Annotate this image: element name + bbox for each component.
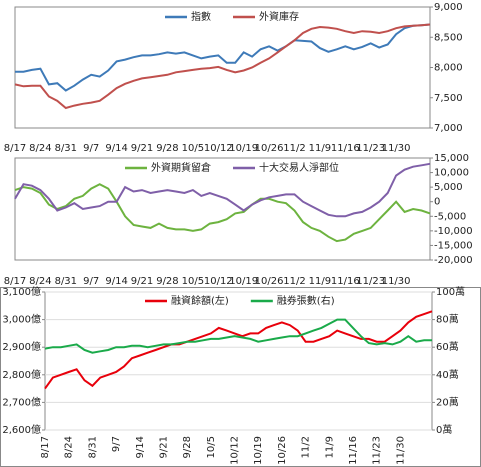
series-line xyxy=(14,23,431,110)
x-tick-label: 8/24 xyxy=(29,276,51,287)
y-tick-label: 5,000 xyxy=(434,182,463,193)
x-tick-label: 9/14 xyxy=(105,143,127,154)
y-tick-label: -15,000 xyxy=(434,240,473,251)
x-tick-label: 9/21 xyxy=(131,143,153,154)
x-tick-label: 9/21 xyxy=(158,436,169,458)
x-tick-label: 11/30 xyxy=(382,143,411,154)
x-tick-label: 8/31 xyxy=(55,143,77,154)
series-line xyxy=(44,310,433,390)
x-tick-label: 8/31 xyxy=(55,276,77,287)
x-tick-label: 10/5 xyxy=(182,276,204,287)
series-line xyxy=(14,183,431,243)
x-tick-label: 10/19 xyxy=(253,436,264,465)
x-tick-label: 8/24 xyxy=(29,143,51,154)
x-tick-label: 9/7 xyxy=(111,436,122,452)
x-tick-label: 10/26 xyxy=(255,143,284,154)
x-tick-label: 10/26 xyxy=(255,276,284,287)
y-tick-label: 40萬 xyxy=(436,368,459,381)
x-tick-label: 11/2 xyxy=(301,436,312,458)
y-tick-label: 100萬 xyxy=(436,285,465,298)
x-tick-label: 8/17 xyxy=(4,276,26,287)
x-tick-label: 11/9 xyxy=(324,436,335,458)
x-tick-label: 10/5 xyxy=(182,143,204,154)
x-tick-label: 11/16 xyxy=(348,436,359,465)
series-line xyxy=(14,162,431,218)
y-tick-label: 7,000 xyxy=(434,123,463,134)
series-line xyxy=(44,318,432,354)
x-tick-label: 9/7 xyxy=(83,143,99,154)
y-tick-label: 20萬 xyxy=(436,395,459,408)
x-tick-label: 10/12 xyxy=(230,436,241,465)
x-tick-label: 9/28 xyxy=(156,143,178,154)
x-tick-label: 11/2 xyxy=(283,276,305,287)
y-tick-label: 2,700億 xyxy=(2,395,41,408)
x-tick-label: 8/24 xyxy=(64,436,75,458)
y-tick-label: 15,000 xyxy=(434,153,469,164)
x-tick-label: 11/16 xyxy=(331,143,360,154)
y-tick-label: -5,000 xyxy=(434,211,466,222)
x-tick-label: 8/31 xyxy=(87,436,98,458)
x-tick-label: 11/9 xyxy=(309,143,331,154)
y-tick-label: 2,600億 xyxy=(2,423,41,436)
x-tick-label: 9/14 xyxy=(105,276,127,287)
y-tick-label: 10,000 xyxy=(434,168,469,179)
y-tick-label: 2,800億 xyxy=(2,368,41,381)
y-tick-label: 2,900億 xyxy=(2,340,41,353)
series-line xyxy=(15,23,431,92)
legend-label: 外資期貨留倉 xyxy=(151,161,211,174)
legend-label: 十大交易人淨部位 xyxy=(259,161,339,174)
legend-label: 外資庫存 xyxy=(259,10,299,23)
x-tick-label: 10/26 xyxy=(277,436,288,465)
x-tick-label: 11/30 xyxy=(395,436,406,465)
y-tick-label: 0萬 xyxy=(436,423,452,436)
y-tick-label: 80萬 xyxy=(436,313,459,326)
x-tick-label: 8/17 xyxy=(40,436,51,458)
x-tick-label: 9/21 xyxy=(131,276,153,287)
x-tick-label: 11/23 xyxy=(356,276,385,287)
x-tick-label: 11/2 xyxy=(283,143,305,154)
x-tick-label: 8/17 xyxy=(4,143,26,154)
x-tick-label: 11/30 xyxy=(382,276,411,287)
x-tick-label: 9/28 xyxy=(182,436,193,458)
legend-label: 融資餘額(左) xyxy=(171,294,229,307)
y-tick-label: 9,000 xyxy=(434,2,463,13)
x-tick-label: 10/12 xyxy=(204,276,233,287)
plot-frame xyxy=(14,157,431,261)
x-tick-label: 11/23 xyxy=(372,436,383,465)
x-tick-label: 9/14 xyxy=(135,436,146,458)
y-tick-label: -20,000 xyxy=(434,255,473,266)
legend-label: 融券張數(右) xyxy=(277,294,335,307)
x-tick-label: 11/9 xyxy=(309,276,331,287)
y-tick-label: 0 xyxy=(434,197,440,208)
x-tick-label: 9/28 xyxy=(156,276,178,287)
x-tick-label: 10/19 xyxy=(229,143,258,154)
y-tick-label: 3,000億 xyxy=(2,313,41,326)
x-tick-label: 10/19 xyxy=(229,276,258,287)
y-tick-label: -10,000 xyxy=(434,226,473,237)
y-tick-label: 8,000 xyxy=(434,63,463,74)
y-tick-label: 8,500 xyxy=(434,32,463,43)
x-tick-label: 10/12 xyxy=(204,143,233,154)
x-tick-label: 9/7 xyxy=(83,276,99,287)
y-tick-label: 7,500 xyxy=(434,93,463,104)
y-tick-label: 60萬 xyxy=(436,340,459,353)
x-tick-label: 11/16 xyxy=(331,276,360,287)
legend-label: 指數 xyxy=(191,10,211,23)
x-tick-label: 11/23 xyxy=(356,143,385,154)
y-tick-label: 3,100億 xyxy=(2,285,41,298)
x-tick-label: 10/5 xyxy=(206,436,217,458)
